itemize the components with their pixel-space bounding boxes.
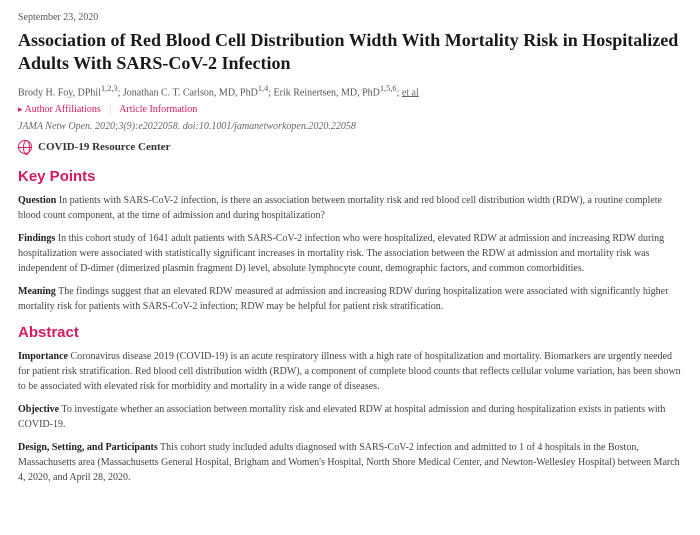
author-separator: ; Jonathan C. T. Carlson, MD, PhD [118,87,258,98]
para-lead: Importance [18,351,68,362]
abstract-heading: Abstract [18,324,682,341]
abstract-objective: Objective To investigate whether an asso… [18,402,682,432]
article-title: Association of Red Blood Cell Distributi… [18,29,682,74]
meta-links-row: ▸Author Affiliations | Article Informati… [18,104,682,115]
para-lead: Meaning [18,286,56,297]
caret-right-icon: ▸ [18,104,23,114]
author-list: Brody H. Foy, DPhil1,2,3; Jonathan C. T.… [18,84,682,98]
resource-center-label: COVID-19 Resource Center [38,141,170,153]
key-points-question: Question In patients with SARS-CoV-2 inf… [18,193,682,223]
para-lead: Question [18,195,56,206]
divider: | [109,104,111,115]
key-points-meaning: Meaning The findings suggest that an ele… [18,284,682,314]
para-body: Coronavirus disease 2019 (COVID-19) is a… [18,351,681,392]
abstract-importance: Importance Coronavirus disease 2019 (COV… [18,349,682,394]
author-affiliation-ref: 1,4 [258,84,268,93]
key-points-findings: Findings In this cohort study of 1641 ad… [18,231,682,276]
author-affiliation-ref: 1,2,3 [101,84,118,93]
para-lead: Design, Setting, and Participants [18,442,158,453]
author-separator: ; Erik Reinertsen, MD, PhD [268,87,380,98]
resource-center-link[interactable]: COVID-19 Resource Center [18,140,682,154]
para-body: The findings suggest that an elevated RD… [18,286,668,312]
key-points-heading: Key Points [18,168,682,185]
publication-date: September 23, 2020 [18,12,682,23]
article-information-link[interactable]: Article Information [119,104,197,115]
author-affiliations-link[interactable]: Author Affiliations [25,104,101,115]
author-affiliation-ref: 1,5,6 [380,84,397,93]
globe-icon [18,140,32,154]
para-body: In this cohort study of 1641 adult patie… [18,233,664,274]
para-lead: Objective [18,404,59,415]
et-al-link[interactable]: et al [402,87,419,98]
para-body: To investigate whether an association be… [18,404,665,430]
para-body: In patients with SARS-CoV-2 infection, i… [18,195,662,221]
author-name: Brody H. Foy, DPhil [18,87,101,98]
para-lead: Findings [18,233,55,244]
abstract-design: Design, Setting, and Participants This c… [18,440,682,485]
citation: JAMA Netw Open. 2020;3(9):e2022058. doi:… [18,121,682,132]
